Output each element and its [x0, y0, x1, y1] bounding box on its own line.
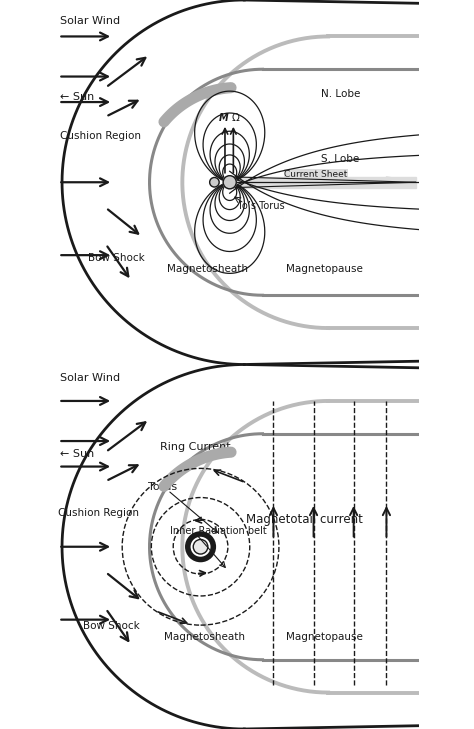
Text: Ring Current: Ring Current — [160, 443, 230, 452]
Text: ← Sun: ← Sun — [60, 92, 94, 101]
Text: N. Lobe: N. Lobe — [321, 89, 360, 98]
Text: Magnetosheath: Magnetosheath — [164, 632, 245, 642]
Text: Io’s Torus: Io’s Torus — [239, 201, 284, 211]
Text: Bow Shock: Bow Shock — [88, 253, 145, 262]
Text: Magnetopause: Magnetopause — [286, 632, 363, 642]
Text: Cushion Region: Cushion Region — [60, 130, 141, 141]
Circle shape — [223, 176, 236, 189]
Text: Bow Shock: Bow Shock — [83, 621, 140, 631]
Text: Current Sheet: Current Sheet — [284, 170, 348, 179]
Text: Torus: Torus — [148, 483, 177, 492]
Text: Cushion Region: Cushion Region — [58, 508, 139, 518]
Text: Inner Radiation belt: Inner Radiation belt — [170, 526, 266, 536]
Text: Ω: Ω — [232, 113, 240, 123]
Text: Solar Wind: Solar Wind — [60, 16, 120, 26]
Text: Magnetotail current: Magnetotail current — [246, 513, 363, 526]
Circle shape — [193, 539, 208, 554]
Text: ← Sun: ← Sun — [60, 449, 94, 459]
Circle shape — [210, 177, 219, 187]
Text: Magnetopause: Magnetopause — [286, 264, 363, 273]
Text: Solar Wind: Solar Wind — [60, 373, 120, 383]
Text: Magnetosheath: Magnetosheath — [167, 264, 248, 273]
Text: M: M — [219, 113, 228, 123]
Polygon shape — [386, 177, 416, 188]
Text: S. Lobe: S. Lobe — [321, 155, 359, 164]
Bar — [230, 177, 416, 188]
